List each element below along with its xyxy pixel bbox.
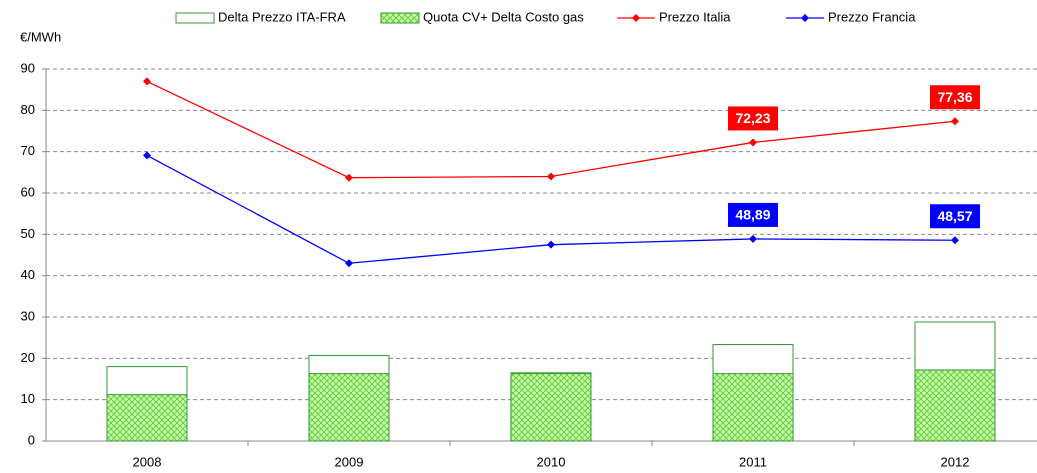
y-tick-label: 40 <box>21 267 35 282</box>
x-tick-label: 2009 <box>335 454 364 469</box>
marker <box>143 151 151 160</box>
line <box>146 80 956 179</box>
legend-marker <box>801 14 809 22</box>
bar <box>510 373 592 442</box>
marker <box>951 117 959 126</box>
x-tick-label: 2010 <box>537 454 566 469</box>
marker <box>547 172 555 181</box>
legend-swatch <box>380 12 420 24</box>
marker <box>749 234 757 243</box>
marker <box>951 236 959 245</box>
bar <box>106 394 188 442</box>
y-tick-label: 30 <box>21 308 35 323</box>
bar <box>308 373 390 442</box>
y-tick-label: 0 <box>28 432 35 447</box>
bar <box>914 369 996 442</box>
y-tick-label: 70 <box>21 143 35 158</box>
x-tick-label: 2008 <box>133 454 162 469</box>
x-tick-label: 2012 <box>941 454 970 469</box>
value-label: 48,57 <box>937 208 972 224</box>
marker <box>547 240 555 249</box>
marker <box>143 77 151 86</box>
legend-label: Prezzo Francia <box>828 9 916 24</box>
legend-label: Quota CV+ Delta Costo gas <box>423 9 584 24</box>
x-tick-label: 2011 <box>739 454 767 469</box>
value-label: 48,89 <box>735 207 770 223</box>
legend-marker <box>632 14 640 22</box>
y-tick-label: 80 <box>21 102 35 117</box>
y-tick-label: 90 <box>21 60 35 75</box>
value-label: 72,23 <box>735 110 770 126</box>
y-tick-label: 50 <box>21 226 35 241</box>
value-label-box <box>728 202 778 227</box>
legend-label: Prezzo Italia <box>659 9 731 24</box>
value-label: 77,36 <box>937 89 972 105</box>
marker <box>345 173 353 182</box>
value-label-box <box>728 106 778 131</box>
marker <box>749 138 757 147</box>
y-tick-label: 60 <box>21 184 35 199</box>
value-label-box <box>930 85 980 110</box>
legend-label: Delta Prezzo ITA-FRA <box>218 9 346 24</box>
y-tick-label: 10 <box>21 391 35 406</box>
unit-label: €/MWh <box>20 29 61 44</box>
bar <box>712 373 794 442</box>
marker <box>345 259 353 268</box>
legend-swatch <box>175 12 215 24</box>
y-tick-label: 20 <box>21 350 35 365</box>
value-label-box <box>930 204 980 229</box>
